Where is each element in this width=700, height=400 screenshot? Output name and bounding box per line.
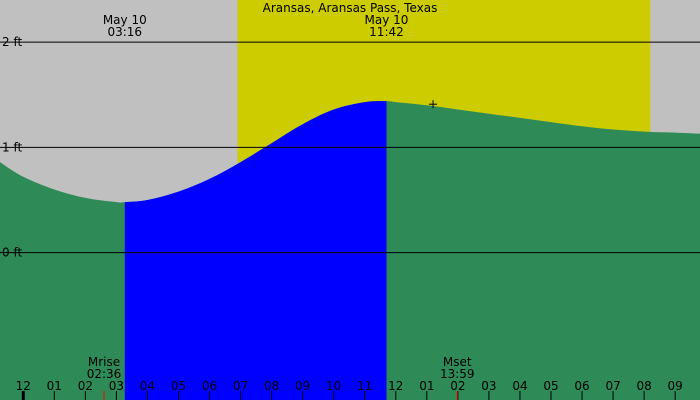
mset-label: Mset [443,355,472,369]
chart-title: Aransas, Aransas Pass, Texas [263,1,438,15]
xtick-label: 02 [78,379,93,393]
xtick-label: 01 [419,379,434,393]
xtick-label: 03 [109,379,124,393]
xtick-label: 10 [326,379,341,393]
xtick-label: 08 [264,379,279,393]
rising-tide-area [124,101,387,400]
xtick-label: 03 [481,379,496,393]
xtick-label: 11 [357,379,372,393]
xtick-label: 04 [140,379,155,393]
xtick-label: 07 [605,379,620,393]
xtick-label: 09 [295,379,310,393]
ytick-label: 0 ft [2,246,22,260]
mrise-label: Mrise [88,355,120,369]
xtick-label: 04 [512,379,527,393]
high-tide-time: 11:42 [369,25,404,39]
xtick-label: 09 [668,379,683,393]
xtick-label: 06 [574,379,589,393]
xtick-label: 06 [202,379,217,393]
xtick-label: 07 [233,379,248,393]
mset-time: 13:59 [440,367,475,381]
mrise-time: 02:36 [87,367,122,381]
xtick-label: 12 [388,379,403,393]
xtick-label: 12 [16,379,31,393]
xtick-label: 08 [636,379,651,393]
high-tide-date: May 10 [365,13,409,27]
low-tide-date: May 10 [103,13,147,27]
ytick-label: 2 ft [2,35,22,49]
ytick-label: 1 ft [2,140,22,154]
xtick-label: 01 [47,379,62,393]
xtick-label: 05 [171,379,186,393]
xtick-label: 05 [543,379,558,393]
xtick-label: 02 [450,379,465,393]
low-tide-time: 03:16 [107,25,142,39]
